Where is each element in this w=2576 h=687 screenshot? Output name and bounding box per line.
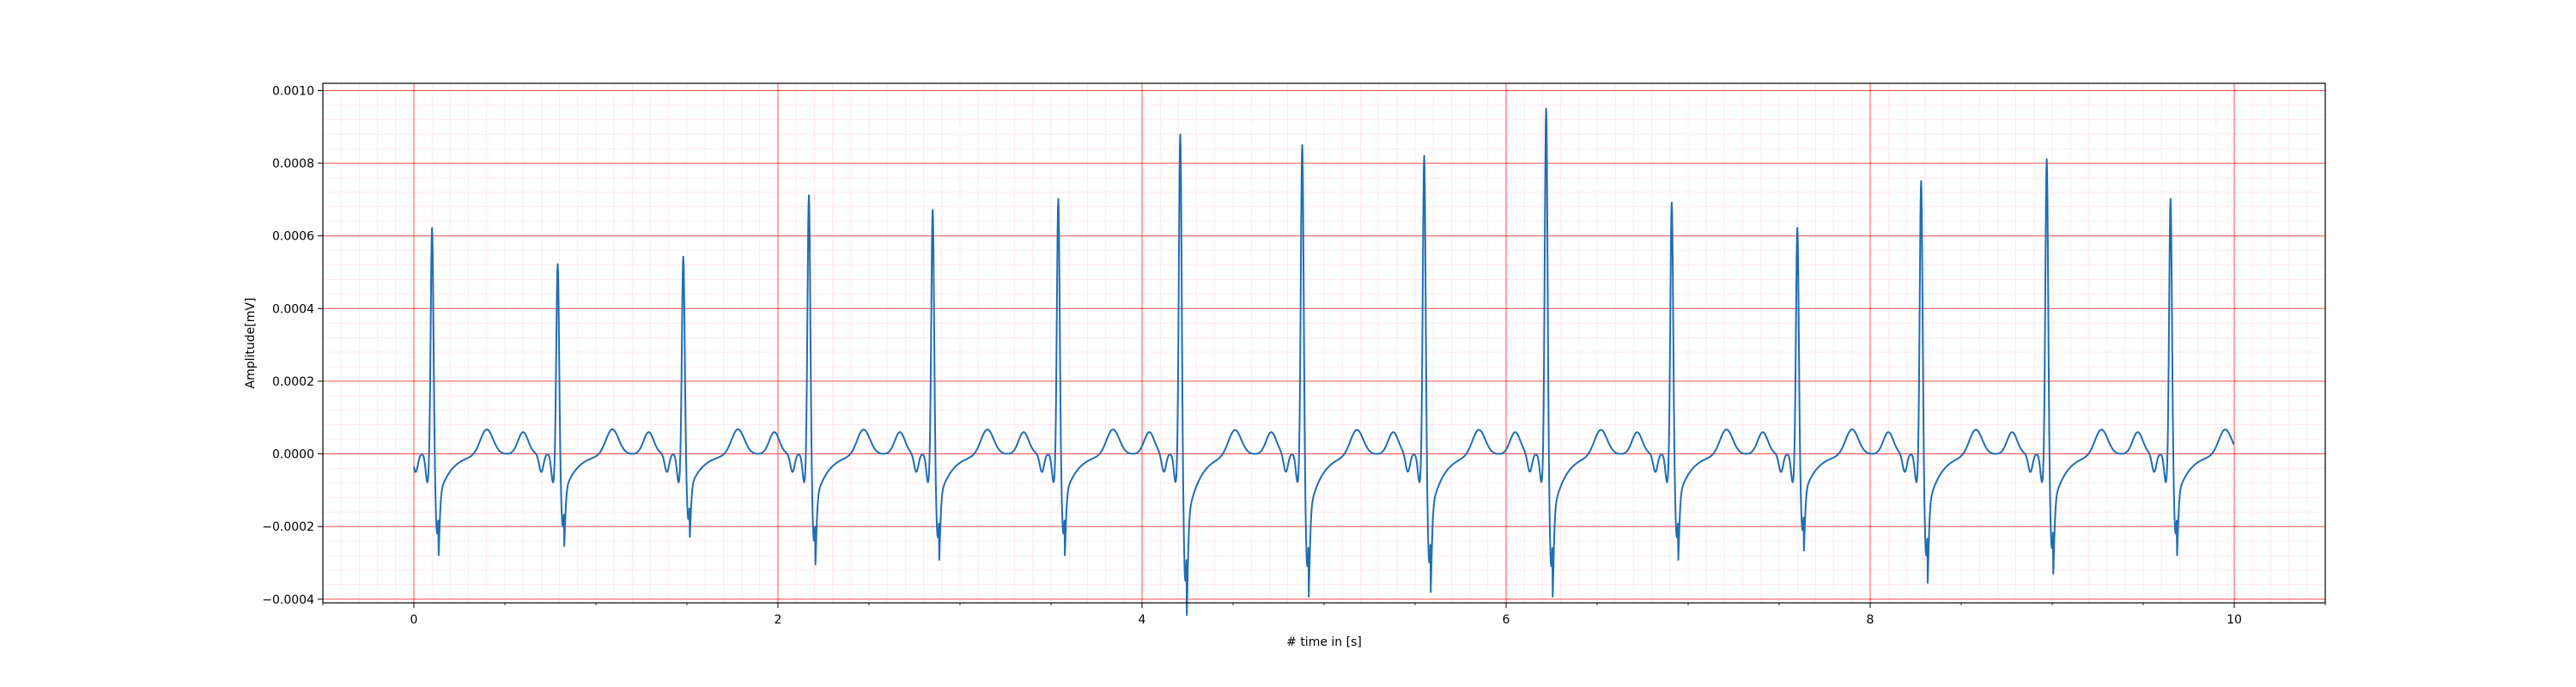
x-tick-label: 8: [1867, 613, 1874, 627]
x-tick-label: 10: [2227, 613, 2242, 627]
y-tick-label: −0.0004: [262, 593, 314, 607]
y-tick-label: 0.0008: [272, 157, 314, 171]
y-axis-ticks: −0.0004 −0.0002 0.0000 0.0002 0.0004 0.0006 0.…: [262, 84, 323, 607]
x-tick-label: 0: [410, 613, 418, 627]
x-axis-label: # time in [s]: [1286, 635, 1362, 649]
x-tick-label: 4: [1139, 613, 1146, 627]
y-tick-label: 0.0004: [272, 302, 314, 316]
minor-grid: [323, 83, 2325, 603]
ecg-series-line: [413, 107, 2235, 617]
x-tick-label: 2: [775, 613, 782, 627]
y-tick-label: 0.0000: [272, 448, 314, 462]
major-grid: [323, 83, 2325, 603]
x-tick-label: 6: [1503, 613, 1510, 627]
y-tick-label: 0.0002: [272, 375, 314, 389]
series-layer: [413, 107, 2235, 617]
y-axis-label: Amplitude[mV]: [244, 298, 258, 389]
y-tick-label: −0.0002: [262, 520, 314, 534]
y-tick-label: 0.0006: [272, 230, 314, 244]
x-axis-ticks: 0 2 4 6 8 10: [322, 603, 2326, 627]
y-tick-label: 0.0010: [272, 84, 314, 98]
